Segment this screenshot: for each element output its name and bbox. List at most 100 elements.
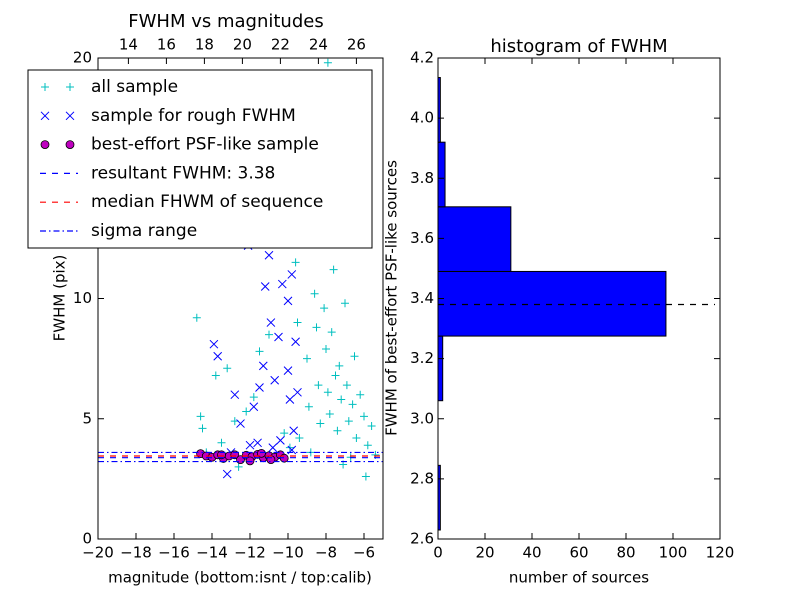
point [295, 433, 304, 442]
point [320, 304, 329, 313]
point [255, 383, 264, 392]
point [249, 402, 259, 412]
point [270, 375, 280, 385]
point [222, 469, 232, 479]
point [192, 313, 201, 322]
point [255, 347, 264, 356]
point [333, 426, 342, 435]
point [356, 390, 365, 399]
left-y-label: FWHM (pix) [51, 255, 69, 342]
point [245, 456, 255, 466]
point [325, 409, 334, 418]
x2-tick-label: 26 [347, 36, 366, 54]
x-tick-label: −10 [272, 544, 304, 562]
x-tick-label: −14 [196, 544, 228, 562]
legend-marker [66, 83, 74, 91]
x-tick-label: −18 [120, 544, 152, 562]
point [350, 352, 359, 361]
point [310, 289, 319, 298]
y-tick-label: 5 [82, 409, 92, 427]
x-tick-label: −8 [315, 544, 337, 562]
point [293, 318, 302, 327]
x2-tick-label: 18 [195, 36, 214, 54]
legend-label: sigma range [91, 221, 197, 241]
legend [27, 69, 373, 249]
y-tick-label: 2.6 [410, 530, 434, 548]
point [283, 366, 293, 376]
legend-label: median FHWM of sequence [91, 192, 323, 212]
point [258, 361, 268, 371]
y-tick-label: 3.2 [410, 349, 434, 367]
point [327, 328, 336, 337]
y-tick-label: 2.8 [410, 469, 434, 487]
x-tick-label: −12 [234, 544, 266, 562]
right-y-label: FWHM of best-effort PSF-like sources [383, 160, 401, 436]
y-tick-label: 4.0 [410, 109, 434, 127]
point [236, 419, 245, 428]
point [266, 455, 276, 465]
point [230, 390, 240, 400]
point [280, 429, 289, 438]
point [335, 361, 344, 370]
legend-marker [41, 83, 49, 91]
point [213, 351, 223, 361]
y-tick-label: 0 [82, 530, 92, 548]
point [291, 258, 300, 267]
point [209, 339, 219, 349]
point [329, 265, 338, 274]
point [323, 388, 332, 397]
legend-label: best-effort PSF-like sample [91, 135, 319, 155]
point [312, 323, 321, 332]
point [337, 395, 346, 404]
point [344, 417, 353, 426]
y-tick-label: 3.8 [410, 169, 434, 187]
x-tick-label: −16 [158, 544, 190, 562]
bar [437, 270, 667, 337]
x2-tick-label: 22 [271, 36, 290, 54]
legend-label: sample for rough FWHM [91, 106, 296, 126]
legend-label: resultant FWHM: 3.38 [91, 163, 275, 183]
point [331, 371, 340, 380]
x-tick-label: 0 [433, 544, 443, 562]
x2-tick-label: 20 [233, 36, 252, 54]
x-tick-label: −20 [82, 544, 114, 562]
y-tick-label: 20 [73, 49, 92, 67]
point [283, 296, 293, 306]
x-tick-label: 20 [475, 544, 494, 562]
point [367, 421, 376, 430]
point [348, 400, 357, 409]
point [303, 354, 311, 363]
bar [437, 141, 446, 208]
point [287, 270, 297, 279]
y-tick-label: 10 [73, 289, 92, 307]
point [268, 443, 278, 452]
point [304, 402, 313, 411]
point [289, 426, 299, 436]
point [363, 441, 372, 450]
point [274, 332, 283, 342]
point [316, 419, 325, 428]
y-tick-label: 3.4 [410, 289, 434, 307]
point [322, 345, 330, 354]
point [285, 395, 295, 404]
legend-marker [40, 140, 50, 150]
point [211, 371, 220, 380]
point [260, 282, 270, 291]
x-tick-label: 100 [659, 544, 688, 562]
point [265, 330, 273, 339]
x-tick-label: 60 [569, 544, 588, 562]
legend-marker [40, 111, 50, 121]
point [361, 472, 370, 481]
legend-label: all sample [91, 77, 178, 97]
right-title: histogram of FWHM [490, 36, 667, 57]
y-tick-label: 4.2 [410, 49, 434, 67]
point [234, 462, 243, 471]
y-tick-label: 3.0 [410, 409, 434, 427]
point [360, 412, 368, 421]
point [223, 364, 232, 373]
point [249, 393, 258, 402]
point [198, 424, 207, 433]
point [217, 438, 226, 447]
x2-tick-label: 14 [119, 36, 138, 54]
